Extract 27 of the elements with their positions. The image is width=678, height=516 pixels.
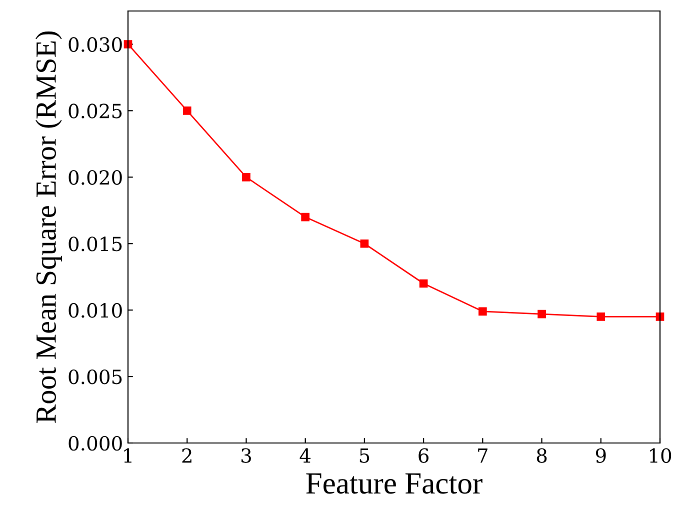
point bbox=[242, 172, 250, 182]
y-axis-title: Root Mean Square Error (RMSE) bbox=[35, 31, 62, 423]
y-tick-label: 0.025 bbox=[68, 104, 122, 118]
x-tick-label: 1 bbox=[124, 448, 132, 463]
point bbox=[538, 310, 546, 318]
x-tick-label: 10 bbox=[650, 448, 672, 463]
x-tick-label: 5 bbox=[360, 448, 370, 463]
y-tick-label: 0.015 bbox=[68, 236, 122, 252]
y-tick-label: 0.020 bbox=[68, 170, 122, 185]
x-tick-label: 2 bbox=[182, 448, 192, 463]
y-tick-label: 0.000 bbox=[68, 436, 122, 451]
point bbox=[182, 106, 192, 115]
x-tick-label: 6 bbox=[418, 448, 429, 463]
y-tick-label: 0.010 bbox=[68, 303, 122, 318]
point bbox=[360, 239, 369, 248]
x-tick-label: 4 bbox=[300, 448, 311, 463]
x-tick-label: 7 bbox=[478, 448, 488, 463]
x-tick-label: 9 bbox=[596, 448, 606, 463]
x-tick-label: 8 bbox=[536, 448, 547, 463]
y-tick-label: 0.030 bbox=[68, 37, 122, 52]
point bbox=[478, 307, 487, 316]
point bbox=[419, 279, 428, 288]
x-axis-title: Feature Factor bbox=[306, 473, 482, 494]
x-tick-label: 3 bbox=[242, 448, 251, 463]
y-tick-label: 0.005 bbox=[68, 369, 122, 384]
point bbox=[301, 212, 310, 222]
point bbox=[596, 312, 606, 321]
